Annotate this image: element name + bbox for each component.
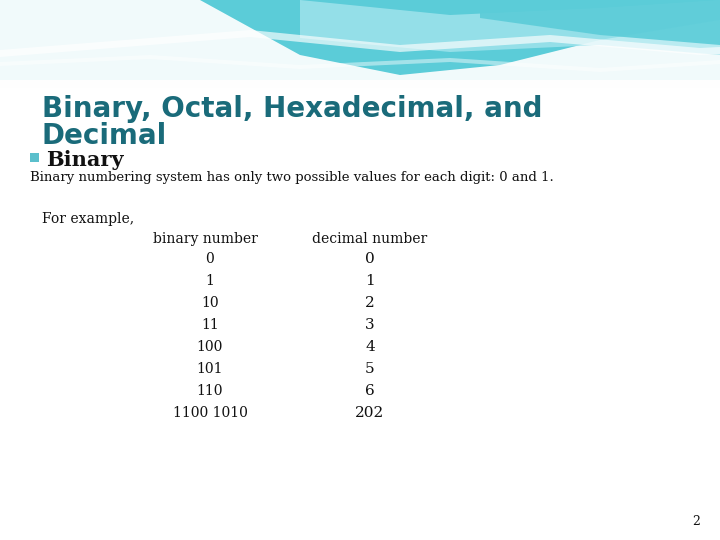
- Text: 1: 1: [206, 274, 215, 288]
- Text: Binary: Binary: [46, 150, 124, 170]
- Text: 101: 101: [197, 362, 223, 376]
- Polygon shape: [0, 88, 720, 540]
- Text: Decimal: Decimal: [42, 122, 167, 150]
- Text: 1: 1: [365, 274, 375, 288]
- Text: Binary, Octal, Hexadecimal, and: Binary, Octal, Hexadecimal, and: [42, 95, 542, 123]
- Text: decimal number: decimal number: [312, 232, 428, 246]
- Polygon shape: [0, 0, 720, 80]
- Polygon shape: [480, 0, 720, 45]
- Text: 2: 2: [692, 515, 700, 528]
- Text: 4: 4: [365, 340, 375, 354]
- Polygon shape: [300, 0, 720, 55]
- FancyBboxPatch shape: [30, 153, 39, 162]
- Text: 202: 202: [356, 406, 384, 420]
- Text: 100: 100: [197, 340, 223, 354]
- Text: Binary numbering system has only two possible values for each digit: 0 and 1.: Binary numbering system has only two pos…: [30, 171, 554, 184]
- Text: 0: 0: [206, 252, 215, 266]
- Text: 3: 3: [365, 318, 375, 332]
- Text: 0: 0: [365, 252, 375, 266]
- Text: 110: 110: [197, 384, 223, 398]
- Text: 2: 2: [365, 296, 375, 310]
- Text: 11: 11: [201, 318, 219, 332]
- Text: 6: 6: [365, 384, 375, 398]
- Text: 5: 5: [365, 362, 375, 376]
- Polygon shape: [0, 30, 720, 57]
- Polygon shape: [0, 55, 720, 72]
- Text: binary number: binary number: [153, 232, 258, 246]
- Text: 10: 10: [201, 296, 219, 310]
- Polygon shape: [0, 0, 720, 115]
- Text: 1100 1010: 1100 1010: [173, 406, 248, 420]
- Text: For example,: For example,: [42, 212, 134, 226]
